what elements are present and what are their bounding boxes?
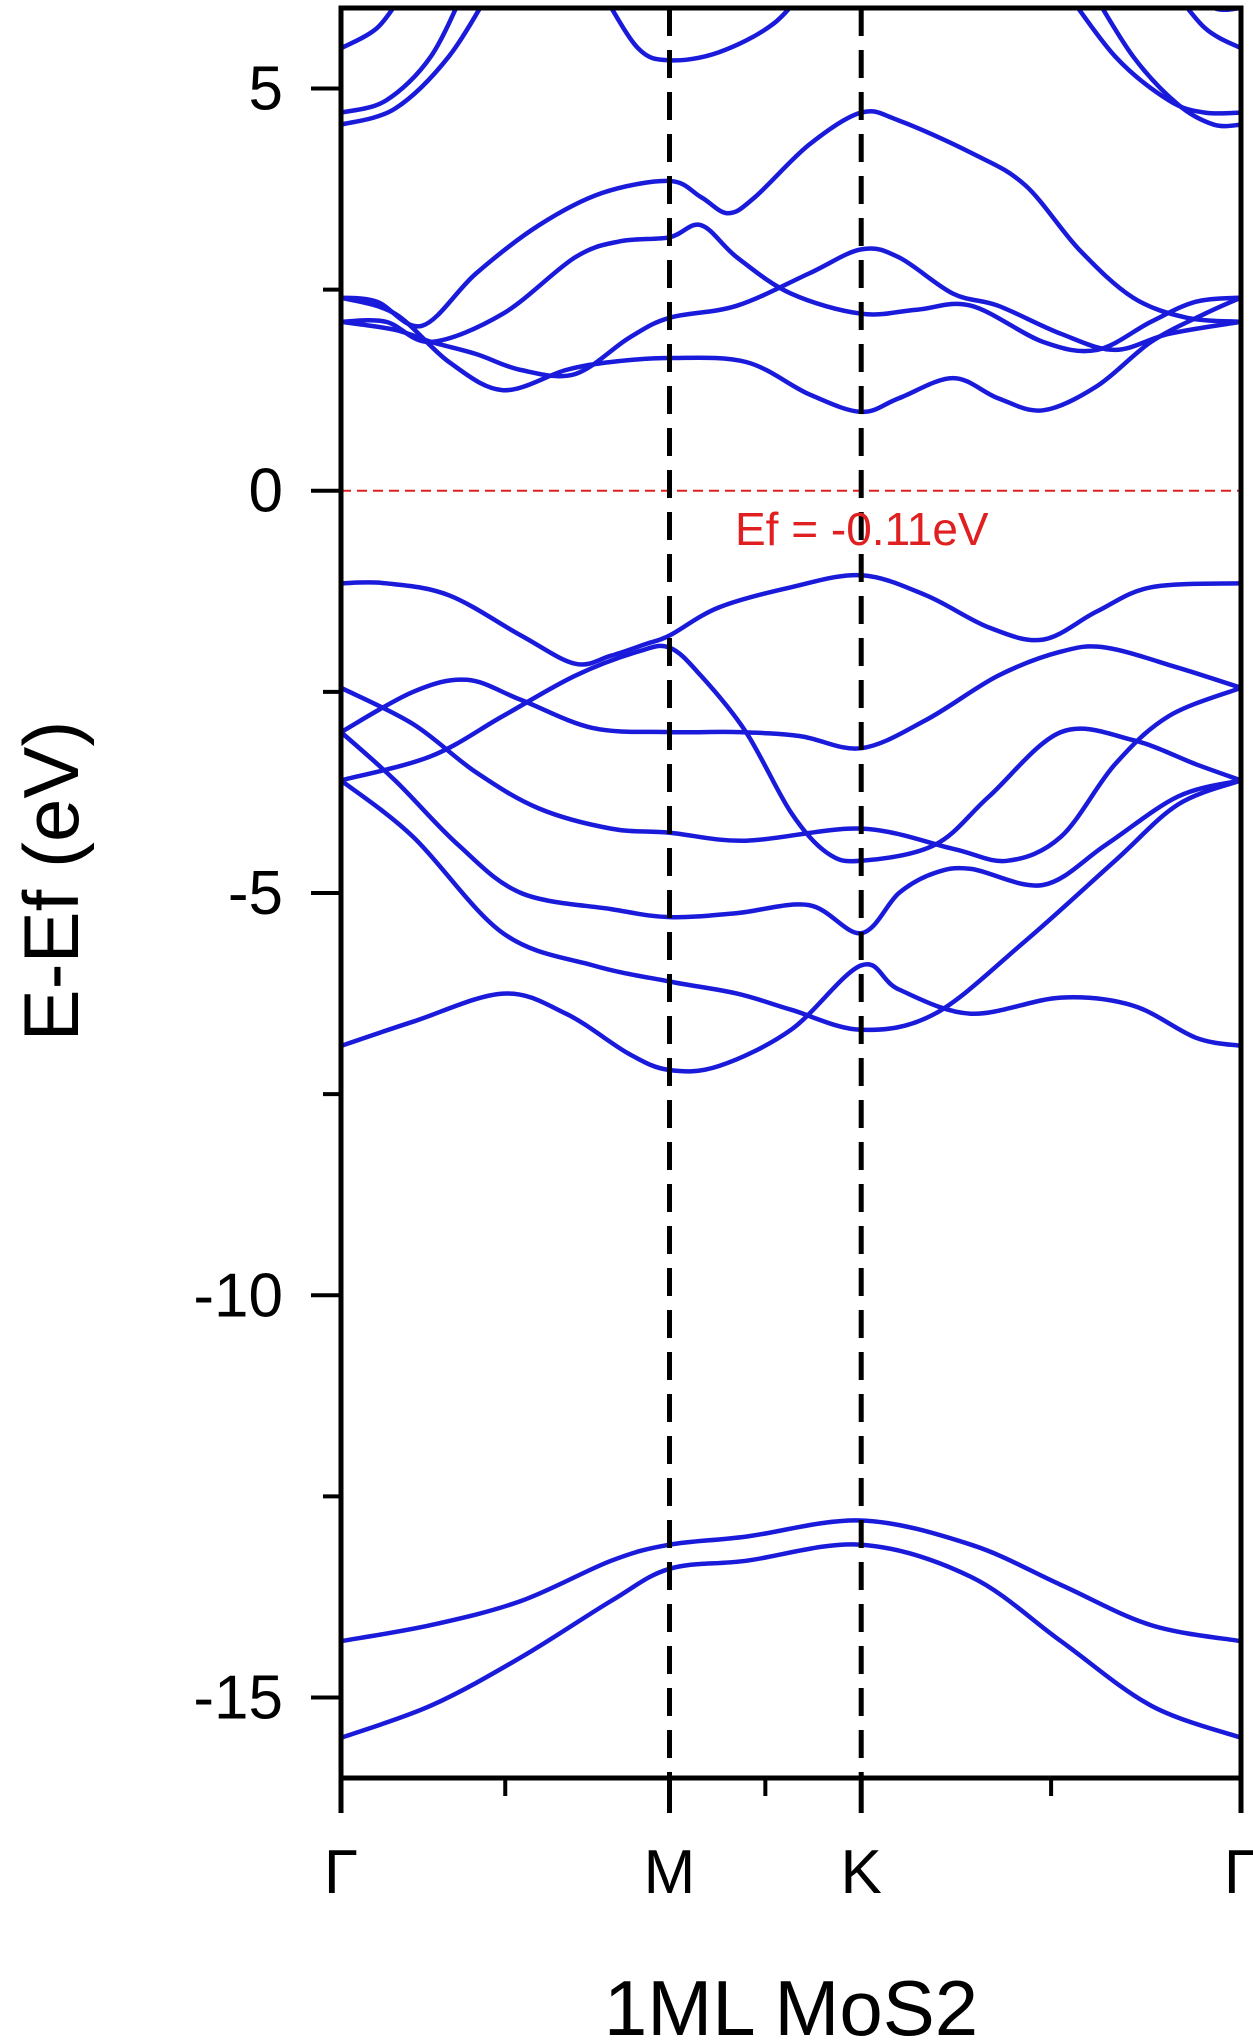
band-line-6 (340, 643, 1242, 864)
fermi-energy-label: Ef = -0.11eV (735, 503, 989, 555)
band-line-12 (340, 222, 1242, 354)
x-tick-label-K: K (841, 1838, 882, 1907)
y-tick-label: -10 (193, 1261, 283, 1330)
band-line-5 (340, 729, 1242, 936)
band-line-21 (1184, 8, 1242, 51)
band-line-11 (340, 246, 1242, 379)
band-line-16 (340, 8, 396, 51)
x-axis-title: 1ML MoS2 (604, 1964, 978, 2044)
band-line-20 (1099, 8, 1242, 129)
band-line-9 (340, 572, 1242, 667)
band-curves (340, 8, 1242, 1741)
band-line-14 (340, 8, 483, 127)
band-line-13 (340, 108, 1242, 329)
x-tick-label-M: M (644, 1838, 696, 1907)
y-tick-label: -15 (193, 1664, 283, 1733)
y-tick-label: 5 (249, 54, 283, 123)
band-line-7 (340, 685, 1242, 864)
band-line-18 (608, 8, 793, 63)
band-line-10 (340, 295, 1242, 415)
band-line-4 (340, 778, 1242, 1033)
y-axis-title: E-Ef (eV) (7, 721, 95, 1042)
y-tick-label: 0 (249, 457, 283, 526)
band-line-8 (340, 644, 1242, 751)
symmetry-point-lines (667, 8, 864, 1778)
band-line-3 (340, 961, 1242, 1074)
band-line-15 (340, 8, 459, 115)
y-tick-label: -5 (228, 859, 283, 928)
x-tick-label-Γ: Γ (1224, 1838, 1253, 1907)
y-axis-ticks: 5 0 -5 -10 -15 (193, 54, 341, 1733)
band-line-2 (340, 1518, 1242, 1644)
x-tick-label-Γ: Γ (324, 1838, 358, 1907)
band-line-19 (1075, 8, 1242, 116)
band-line-1 (340, 1542, 1242, 1741)
